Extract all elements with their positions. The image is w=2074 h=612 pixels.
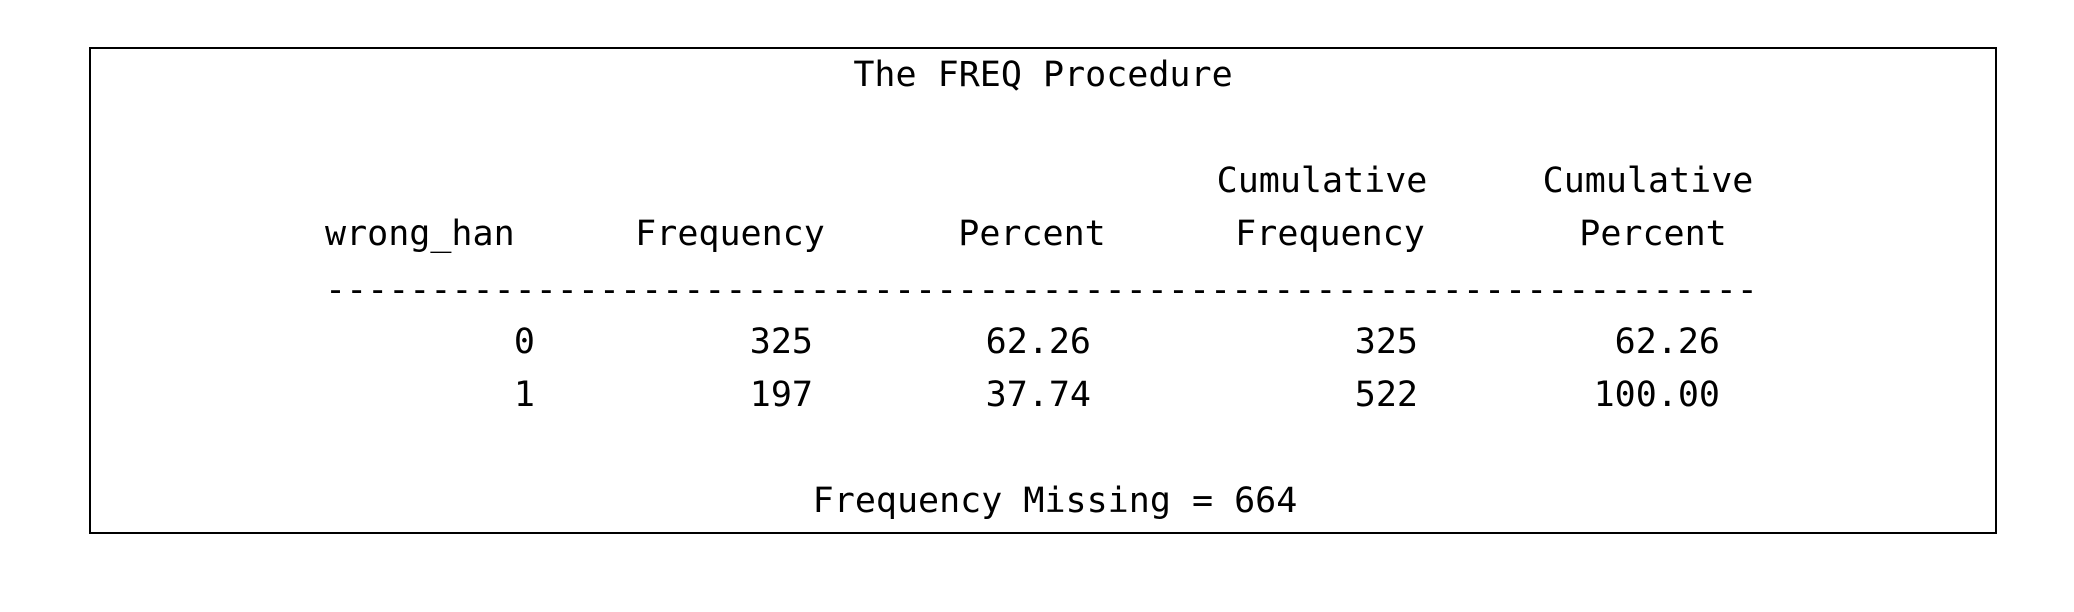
table-cell-percent: 62.26 (985, 322, 1091, 362)
table-cell-cum-percent: 62.26 (1614, 322, 1720, 362)
table-cell-cum-percent: 100.00 (1593, 375, 1720, 415)
header-cum-freq-line2: Frequency (1235, 214, 1425, 254)
table-cell-value: 0 (513, 322, 535, 362)
table-cell-frequency: 197 (749, 375, 813, 415)
header-percent: Percent (958, 214, 1106, 254)
header-cum-freq-line1: Cumulative (1216, 161, 1428, 201)
table-cell-percent: 37.74 (985, 375, 1091, 415)
table-cell-cum-frequency: 325 (1354, 322, 1418, 362)
frequency-missing-note: Frequency Missing = 664 (812, 481, 1298, 521)
header-cum-pct-line1: Cumulative (1542, 161, 1754, 201)
table-cell-value: 1 (513, 375, 535, 415)
header-frequency: Frequency (635, 214, 825, 254)
header-cum-pct-line2: Percent (1579, 214, 1727, 254)
table-cell-cum-frequency: 522 (1354, 375, 1418, 415)
output-frame (89, 47, 1997, 534)
table-cell-frequency: 325 (749, 322, 813, 362)
header-wrong-han: wrong_han (325, 214, 515, 254)
header-separator: ----------------------------------------… (325, 270, 1761, 310)
page-title: The FREQ Procedure (853, 55, 1233, 95)
